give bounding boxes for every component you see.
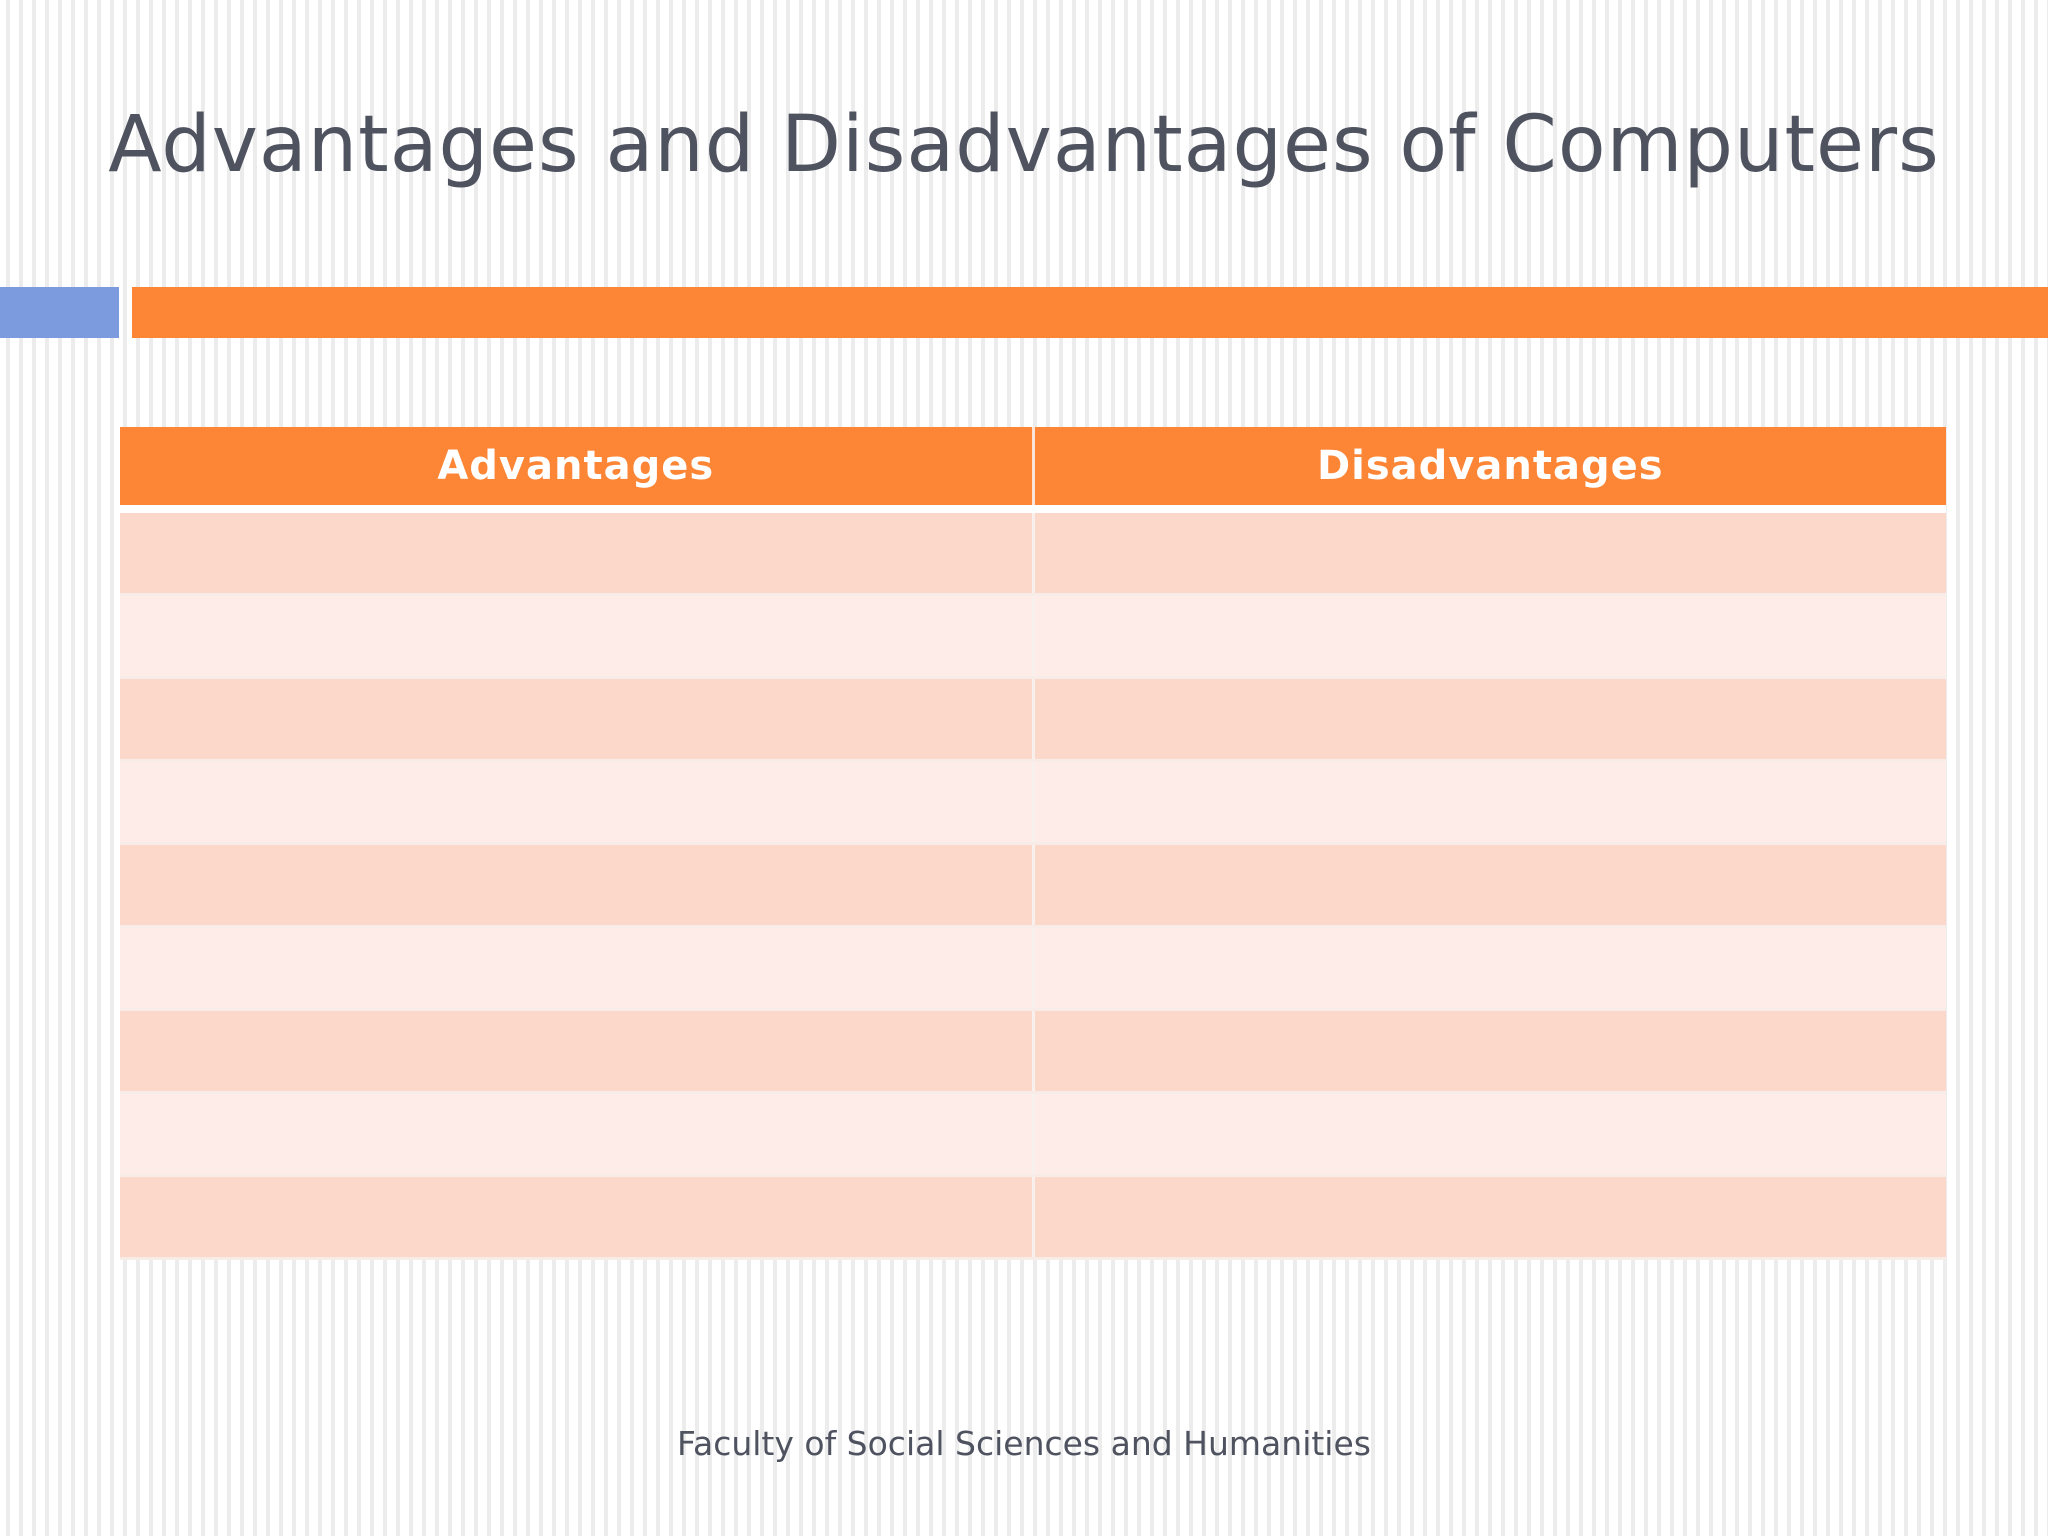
advantage-cell <box>120 1175 1035 1260</box>
pros-cons-table-container: Advantages Disadvantages <box>120 427 1946 1260</box>
table-header-row: Advantages Disadvantages <box>120 427 1946 509</box>
table-row <box>120 594 1946 679</box>
disadvantage-cell <box>1033 594 1946 679</box>
advantage-cell <box>120 509 1035 596</box>
disadvantage-cell <box>1033 677 1946 762</box>
table-row <box>120 1092 1946 1177</box>
advantage-cell <box>120 594 1035 679</box>
disadvantage-cell <box>1033 509 1946 596</box>
table-row <box>120 760 1946 845</box>
table-row <box>120 509 1946 596</box>
disadvantage-cell <box>1033 926 1946 1011</box>
accent-bar-blue <box>0 287 119 338</box>
table-row <box>120 1175 1946 1260</box>
table-row <box>120 677 1946 762</box>
table-row <box>120 1009 1946 1094</box>
advantage-cell <box>120 1009 1035 1094</box>
table-row <box>120 926 1946 1011</box>
table-row <box>120 843 1946 928</box>
disadvantage-cell <box>1033 1175 1946 1260</box>
pros-cons-table: Advantages Disadvantages <box>120 427 1946 1260</box>
advantage-cell <box>120 677 1035 762</box>
disadvantage-cell <box>1033 1009 1946 1094</box>
advantage-cell <box>120 1092 1035 1177</box>
disadvantage-cell <box>1033 1092 1946 1177</box>
disadvantage-cell <box>1033 843 1946 928</box>
header-disadvantages: Disadvantages <box>1033 427 1946 509</box>
header-advantages: Advantages <box>120 427 1035 509</box>
accent-bar-orange <box>132 287 2048 338</box>
slide-title: Advantages and Disadvantages of Computer… <box>108 100 1940 190</box>
advantage-cell <box>120 926 1035 1011</box>
disadvantage-cell <box>1033 760 1946 845</box>
slide-footer: Faculty of Social Sciences and Humanitie… <box>677 1424 1371 1463</box>
advantage-cell <box>120 843 1035 928</box>
advantage-cell <box>120 760 1035 845</box>
